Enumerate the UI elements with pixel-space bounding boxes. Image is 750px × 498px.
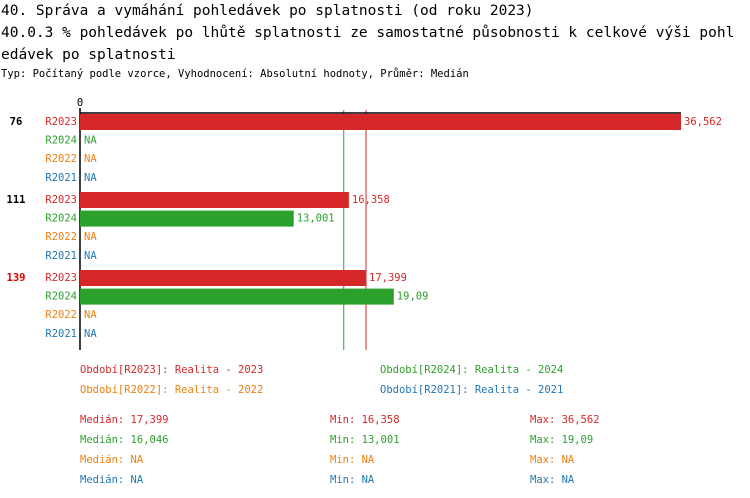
stat-label: Min: xyxy=(330,434,355,446)
subtitle: 40.0.3 % pohledávek po lhůtě splatnosti … xyxy=(1,25,735,63)
stat-value: NA xyxy=(131,474,144,486)
stat-value: NA xyxy=(362,454,375,466)
category-label: 76 xyxy=(10,116,23,128)
na-label: NA xyxy=(84,172,97,184)
series-label: R2022 xyxy=(45,153,77,165)
series-label: R2021 xyxy=(45,328,77,340)
bar xyxy=(80,192,349,208)
series-label: R2024 xyxy=(45,135,77,147)
series-label: R2021 xyxy=(45,250,77,262)
stat-value: NA xyxy=(131,454,144,466)
series-label: R2021 xyxy=(45,172,77,184)
value-label: 16,358 xyxy=(352,194,390,206)
na-label: NA xyxy=(84,250,97,262)
value-label: 19,09 xyxy=(397,291,429,303)
note: Typ: Počítaný podle vzorce, Vyhodnocení:… xyxy=(1,68,469,80)
stat-value: 19,09 xyxy=(562,434,594,446)
series-label: R2022 xyxy=(45,309,77,321)
series-label: R2023 xyxy=(45,194,77,206)
na-label: NA xyxy=(84,328,97,340)
header: 40. Správa a vymáhání pohledávek po spla… xyxy=(0,0,740,82)
x-tick-label: 0 xyxy=(77,97,83,109)
series-label: R2023 xyxy=(45,272,77,284)
legend-entry: Období[R2022]: Realita - 2022 xyxy=(80,384,263,396)
stat-value: 36,562 xyxy=(562,414,600,426)
stat-label: Max: xyxy=(530,434,555,446)
series-label: R2024 xyxy=(45,291,77,303)
stat-label: Medián: xyxy=(80,414,124,426)
stat-label: Max: xyxy=(530,474,555,486)
stat-value: 16,358 xyxy=(362,414,400,426)
bar xyxy=(80,114,681,130)
bar xyxy=(80,270,367,286)
stat-value: 13,001 xyxy=(362,434,400,446)
stat-label: Medián: xyxy=(80,474,124,486)
stat-value: 16,046 xyxy=(131,434,169,446)
stat-value: NA xyxy=(562,474,575,486)
stat-value: NA xyxy=(562,454,575,466)
category-label: 139 xyxy=(7,272,26,284)
series-label: R2023 xyxy=(45,116,77,128)
na-label: NA xyxy=(84,231,97,243)
bar xyxy=(80,288,394,305)
series-label: R2022 xyxy=(45,231,77,243)
stat-value: NA xyxy=(362,474,375,486)
stat-label: Max: xyxy=(530,414,555,426)
na-label: NA xyxy=(84,135,97,147)
stat-value: 17,399 xyxy=(131,414,169,426)
legend-entry: Období[R2023]: Realita - 2023 xyxy=(80,364,263,376)
stat-label: Min: xyxy=(330,454,355,466)
value-label: 17,399 xyxy=(369,272,407,284)
stat-label: Min: xyxy=(330,414,355,426)
bar xyxy=(80,210,294,227)
title: 40. Správa a vymáhání pohledávek po spla… xyxy=(1,3,534,19)
stat-label: Min: xyxy=(330,474,355,486)
stat-label: Medián: xyxy=(80,454,124,466)
stat-label: Max: xyxy=(530,454,555,466)
legend-entry: Období[R2024]: Realita - 2024 xyxy=(380,364,563,376)
na-label: NA xyxy=(84,153,97,165)
series-label: R2024 xyxy=(45,213,77,225)
value-label: 13,001 xyxy=(297,213,335,225)
stat-label: Medián: xyxy=(80,434,124,446)
value-label: 36,562 xyxy=(684,116,722,128)
legend-entry: Období[R2021]: Realita - 2021 xyxy=(380,384,563,396)
category-label: 111 xyxy=(7,194,26,206)
na-label: NA xyxy=(84,309,97,321)
